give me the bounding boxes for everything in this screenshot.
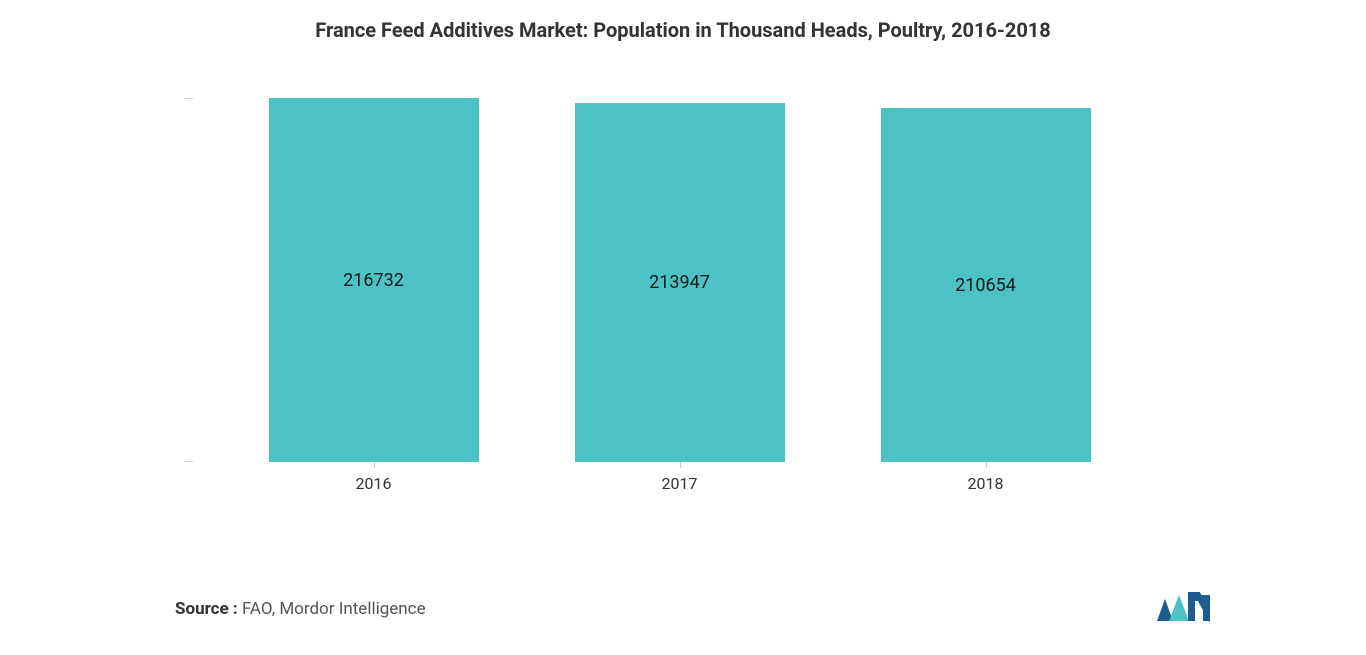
bar-value-2018: 210654 xyxy=(955,275,1016,296)
y-axis-ticks xyxy=(185,92,195,462)
x-axis-baseline xyxy=(195,461,1215,462)
y-tick xyxy=(185,461,193,462)
bar-value-2016: 216732 xyxy=(343,270,404,291)
chart-container: France Feed Additives Market: Population… xyxy=(0,0,1366,655)
bar-group-2018: 210654 xyxy=(881,108,1091,462)
x-tick xyxy=(680,462,681,468)
x-label-2018: 2018 xyxy=(968,474,1004,493)
source-attribution: Source : FAO, Mordor Intelligence xyxy=(175,599,426,619)
bar-2017: 213947 xyxy=(575,103,785,462)
source-label: Source : xyxy=(175,599,238,619)
y-tick xyxy=(185,98,193,99)
mordor-logo xyxy=(1155,591,1211,625)
bar-group-2017: 213947 xyxy=(575,103,785,462)
x-label-2017: 2017 xyxy=(662,474,698,493)
bar-2018: 210654 xyxy=(881,108,1091,462)
x-tick xyxy=(986,462,987,468)
chart-title: France Feed Additives Market: Population… xyxy=(0,18,1366,42)
x-label-2016: 2016 xyxy=(356,474,392,493)
mordor-logo-icon xyxy=(1155,591,1211,625)
source-text: FAO, Mordor Intelligence xyxy=(242,599,426,619)
bar-value-2017: 213947 xyxy=(649,272,710,293)
plot-area: 216732 2016 213947 2017 210654 2018 xyxy=(195,92,1215,462)
x-tick xyxy=(374,462,375,468)
bar-group-2016: 216732 xyxy=(269,98,479,462)
bar-2016: 216732 xyxy=(269,98,479,462)
